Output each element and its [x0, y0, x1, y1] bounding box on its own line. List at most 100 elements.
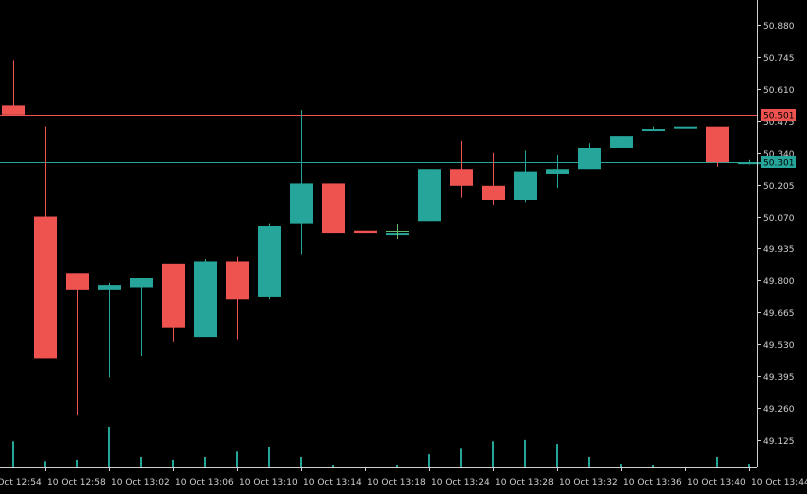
candle-body: [258, 225, 281, 297]
price-tag-label: 50.501: [763, 112, 795, 122]
price-tick-label: 49.665: [763, 309, 795, 319]
price-tick-label: 50.610: [763, 86, 795, 96]
candle-body: [226, 261, 249, 300]
price-tick-label: 50.880: [763, 22, 795, 32]
candle-body: [98, 285, 121, 290]
candle[interactable]: [418, 169, 441, 222]
volume-bar: [76, 459, 78, 467]
volume-bars: [12, 427, 750, 467]
time-tick-label: 10 Oct 13:44: [751, 478, 807, 488]
candle-body: [322, 183, 345, 234]
candle-body: [546, 169, 569, 174]
candle[interactable]: [354, 230, 377, 234]
volume-bar: [172, 459, 174, 467]
candle-body: [162, 263, 185, 328]
candle[interactable]: [578, 143, 601, 170]
volume-bar: [396, 465, 398, 467]
price-lines: [0, 115, 757, 163]
candle[interactable]: [226, 256, 249, 340]
candle[interactable]: [2, 60, 25, 115]
volume-bar: [140, 457, 142, 467]
candle-body: [130, 278, 153, 288]
candle-body: [450, 169, 473, 186]
volume-bar: [748, 464, 750, 467]
time-tick-label: 10 Oct 13:06: [175, 478, 234, 488]
candle[interactable]: [162, 263, 185, 342]
time-tick-label: 10 Oct 13:28: [495, 478, 554, 488]
price-tick-label: 49.125: [763, 437, 795, 447]
price-tick-label: 50.745: [763, 54, 795, 64]
candle[interactable]: [194, 259, 217, 338]
volume-bar: [12, 441, 14, 467]
candle[interactable]: [706, 126, 729, 167]
price-tick-label: 49.935: [763, 245, 795, 255]
candle[interactable]: [674, 126, 697, 129]
price-axis[interactable]: 50.880 50.745 50.610 50.475 50.340 50.205 50.0…: [757, 0, 795, 467]
volume-bar: [460, 448, 462, 467]
candle[interactable]: [514, 150, 537, 203]
time-axis[interactable]: 10 Oct 12:54 10 Oct 12:58 10 Oct 13:02 10 O…: [0, 467, 807, 488]
time-tick-label: 10 Oct 13:36: [623, 478, 682, 488]
price-tag-label: 50.301: [763, 159, 795, 169]
candle[interactable]: [34, 126, 57, 359]
volume-bar: [236, 451, 238, 467]
volume-bar: [300, 457, 302, 467]
candle[interactable]: [130, 278, 153, 357]
candle[interactable]: [98, 282, 121, 378]
candle[interactable]: [66, 273, 89, 416]
volume-bar: [620, 464, 622, 467]
time-tick-label: 10 Oct 13:18: [367, 478, 426, 488]
volume-bar: [204, 457, 206, 467]
candle-body: [610, 136, 633, 148]
candle-body: [706, 126, 729, 163]
candle-body: [482, 185, 505, 200]
crosshair-marker: [386, 224, 409, 239]
candle-body: [66, 273, 89, 290]
volume-bar: [428, 454, 430, 467]
price-tick-label: 50.205: [763, 182, 795, 192]
candle-body: [34, 216, 57, 359]
price-tag: [761, 156, 796, 168]
time-tick-label: 10 Oct 12:58: [47, 478, 106, 488]
price-tick-label: 49.260: [763, 405, 795, 415]
candle[interactable]: [290, 110, 313, 255]
volume-bar: [716, 457, 718, 467]
candle[interactable]: [610, 136, 633, 148]
price-tag: [761, 109, 796, 121]
candle-body: [674, 126, 697, 129]
volume-bar: [556, 444, 558, 467]
time-tick-label: 10 Oct 13:02: [111, 478, 170, 488]
volume-bar: [524, 439, 526, 467]
candle-body: [194, 261, 217, 338]
volume-bar: [44, 461, 46, 467]
price-tick-label: 50.070: [763, 214, 795, 224]
candle-body: [354, 230, 377, 234]
time-tick-label: 10 Oct 13:40: [687, 478, 746, 488]
candle[interactable]: [450, 140, 473, 198]
candle-body: [738, 162, 761, 165]
candle-body: [2, 105, 25, 115]
price-tick-label: 49.800: [763, 277, 795, 287]
time-tick-label: 10 Oct 12:54: [0, 478, 42, 488]
candle[interactable]: [322, 183, 345, 234]
candle-body: [418, 169, 441, 222]
volume-bar: [332, 465, 334, 467]
volume-bar: [268, 447, 270, 467]
price-tags: 50.501 50.301: [761, 109, 796, 169]
candle[interactable]: [546, 155, 569, 189]
candle[interactable]: [738, 159, 761, 165]
candle-body: [578, 147, 601, 170]
time-tick-label: 10 Oct 13:32: [559, 478, 618, 488]
candles: [2, 60, 761, 416]
price-tick-label: 50.475: [763, 118, 795, 128]
price-tick-label: 49.395: [763, 373, 795, 383]
candle[interactable]: [258, 223, 281, 300]
candle[interactable]: [642, 126, 665, 132]
time-tick-label: 10 Oct 13:10: [239, 478, 298, 488]
candle-body: [642, 129, 665, 132]
candle-body: [290, 183, 313, 224]
candle[interactable]: [482, 152, 505, 205]
time-tick-label: 10 Oct 13:24: [431, 478, 490, 488]
candle-body: [514, 171, 537, 200]
